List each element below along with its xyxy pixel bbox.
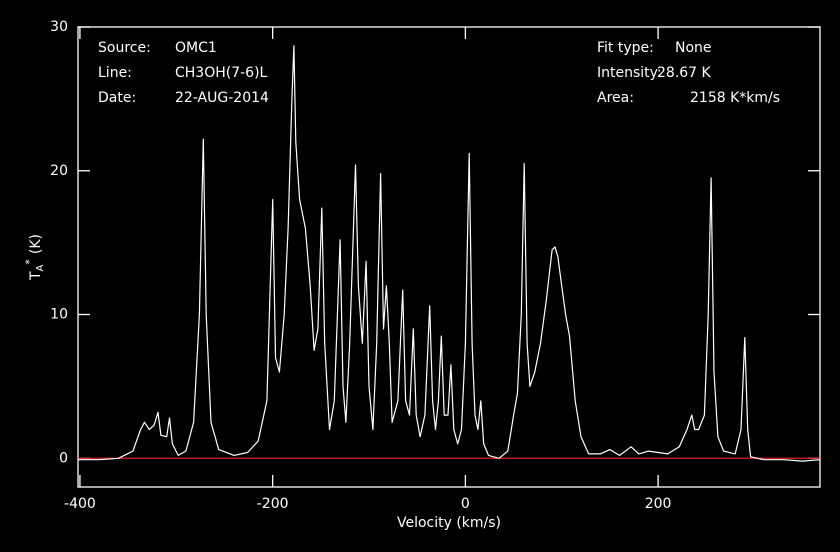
info-key: Area: <box>597 90 634 106</box>
y-label-sub: A <box>35 264 46 271</box>
info-value: 2158 K*km/s <box>690 90 780 106</box>
info-key: Date: <box>98 90 136 106</box>
y-tick-label: 30 <box>50 19 68 35</box>
info-value: 28.67 K <box>657 65 712 81</box>
spectrum-line <box>78 45 821 462</box>
x-axis-label: Velocity (km/s) <box>397 515 501 531</box>
x-tick-label: -400 <box>64 496 96 512</box>
info-value: CH3OH(7-6)L <box>175 65 268 81</box>
info-key: Source: <box>98 40 151 56</box>
y-tick-label: 0 <box>59 450 68 466</box>
y-label-sup: * <box>23 259 36 265</box>
y-label-base: T <box>28 271 44 281</box>
y-tick-label: 10 <box>50 307 68 323</box>
plot-frame <box>77 26 821 488</box>
y-label-unit: (K) <box>28 234 44 254</box>
x-tick-label: 200 <box>645 496 672 512</box>
x-tick-label: -200 <box>257 496 289 512</box>
info-value: OMC1 <box>175 40 217 56</box>
y-tick-label: 20 <box>50 163 68 179</box>
y-axis-label: TA* (K) <box>23 234 46 281</box>
info-key: Intensity: <box>597 65 662 81</box>
info-key: Line: <box>98 65 132 81</box>
info-key: Fit type: <box>597 40 654 56</box>
x-tick-label: 0 <box>461 496 470 512</box>
info-value: None <box>675 40 712 56</box>
info-value: 22-AUG-2014 <box>175 90 269 106</box>
